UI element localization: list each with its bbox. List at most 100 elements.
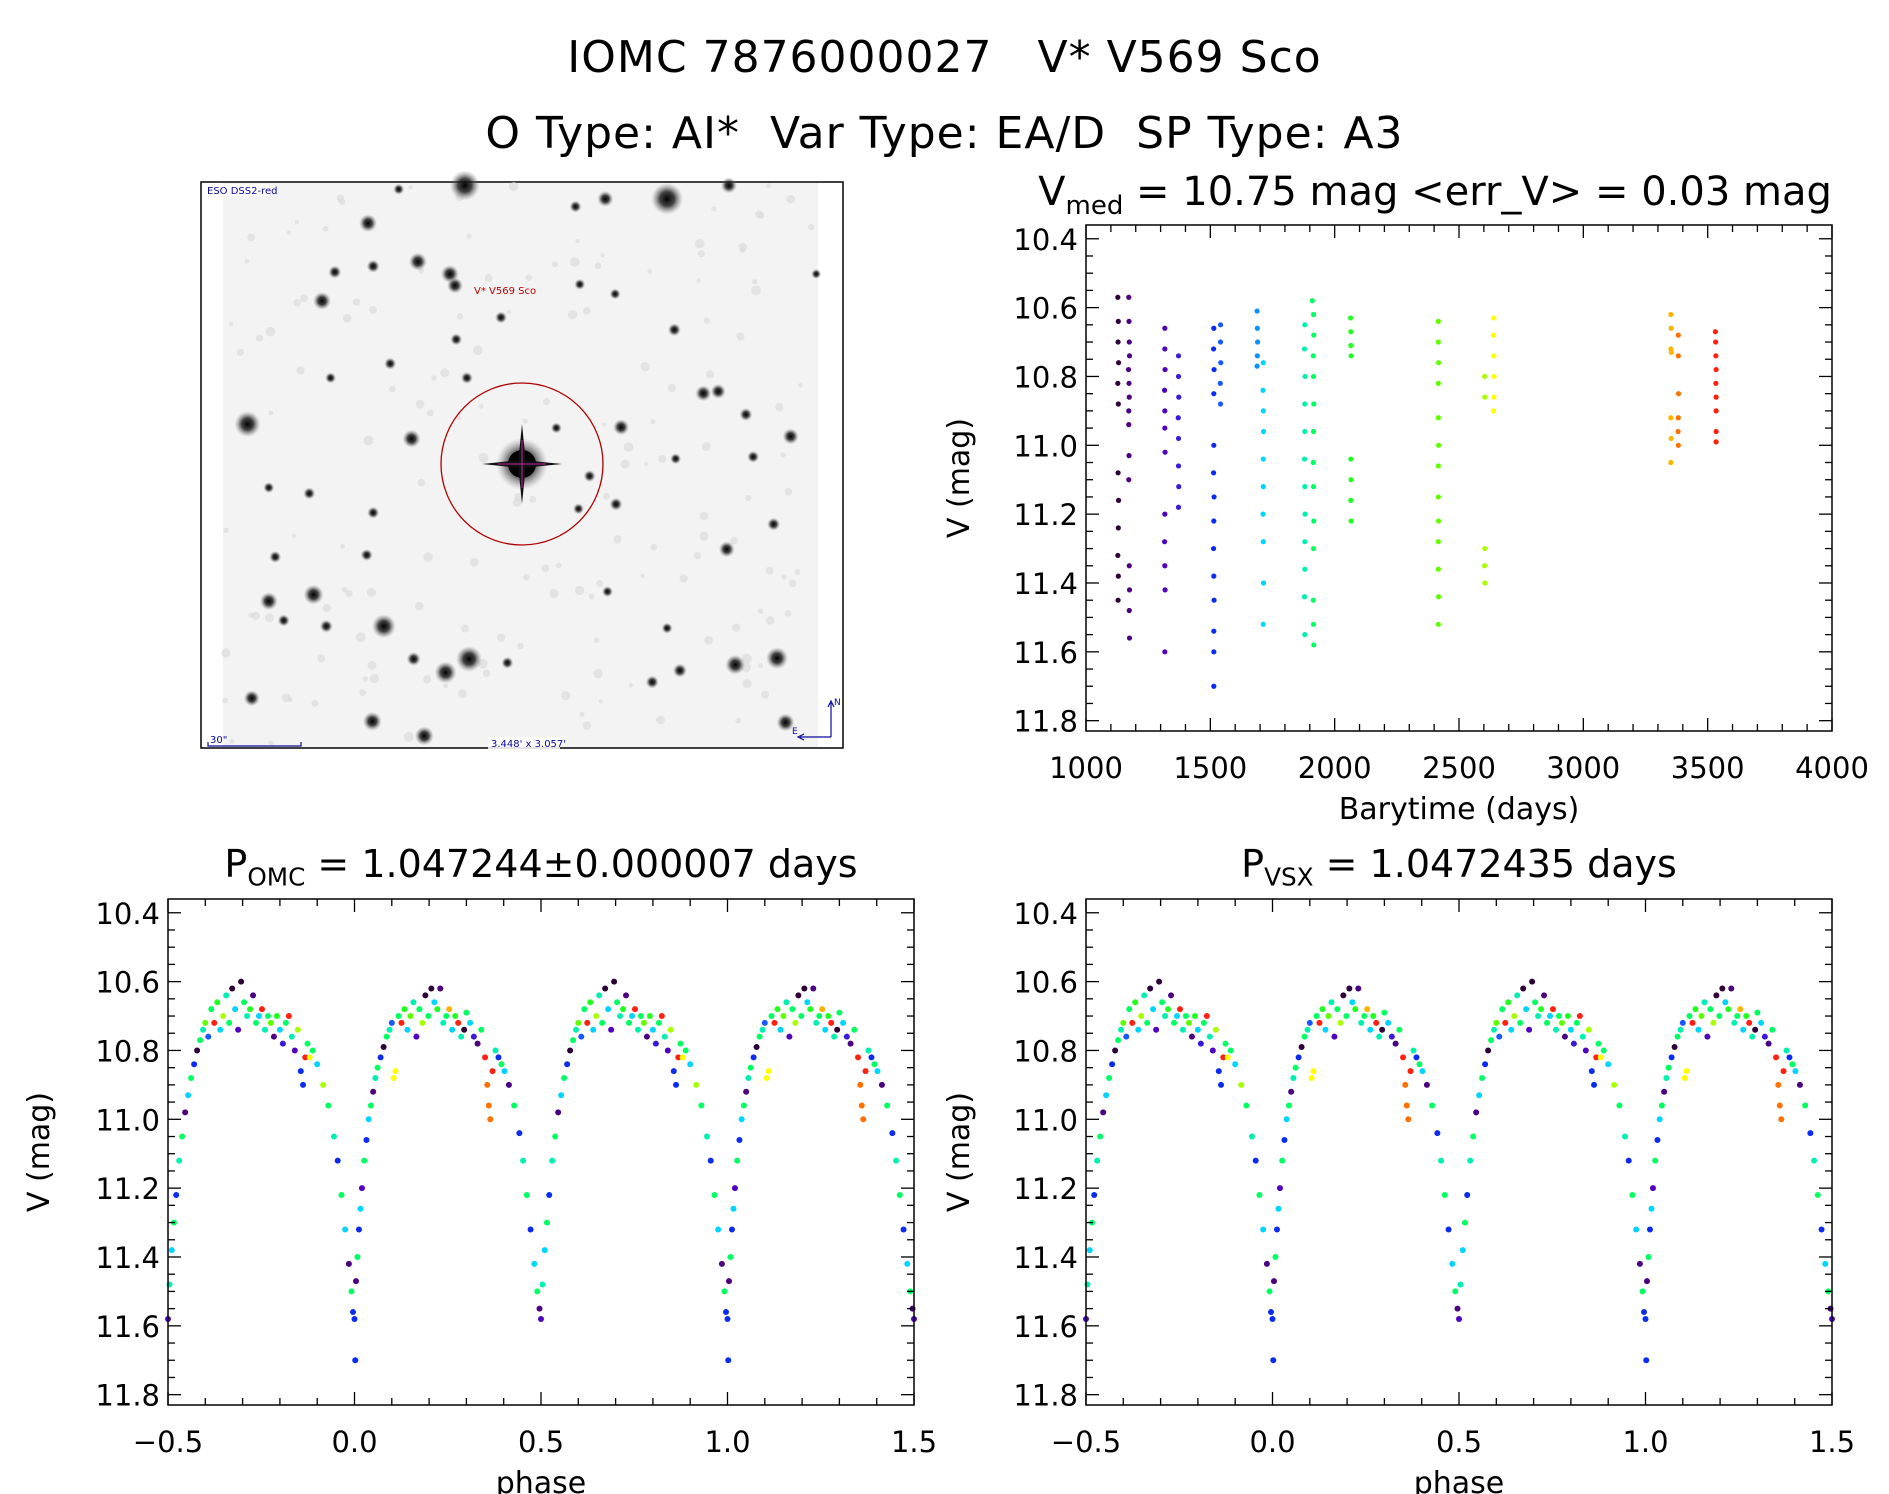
data-point (1438, 1157, 1445, 1164)
data-point (658, 1013, 665, 1020)
data-point (1367, 1026, 1374, 1033)
data-point (1668, 1054, 1675, 1061)
data-point (552, 1133, 559, 1140)
data-point (1405, 1116, 1412, 1123)
faint-star (730, 536, 739, 545)
data-point (1379, 1026, 1386, 1033)
data-points (1115, 294, 1719, 689)
data-point (1491, 1026, 1498, 1033)
title-value: = 10.75 mag <err_V> = 0.03 mag (1123, 169, 1832, 215)
data-point (1600, 1047, 1607, 1054)
data-point (1529, 978, 1536, 985)
phase-vsx-title: PVSX = 1.0472435 days (1059, 845, 1859, 889)
data-point (543, 1219, 550, 1226)
x-tick-label: 1.5 (1809, 1425, 1855, 1459)
crosshair-icon (498, 440, 546, 488)
data-point (724, 1315, 731, 1322)
data-point (1775, 1081, 1782, 1088)
faint-star (340, 543, 346, 549)
faint-star (594, 262, 602, 270)
data-point (1210, 346, 1217, 352)
data-point (884, 1102, 891, 1109)
star (645, 675, 659, 689)
data-point (250, 992, 257, 999)
data-point (675, 1054, 682, 1061)
data-point (1591, 1081, 1598, 1088)
data-point (1215, 1068, 1222, 1075)
faint-star (478, 452, 489, 463)
data-point (238, 978, 245, 985)
data-point (1288, 1088, 1295, 1095)
data-point (1340, 992, 1347, 999)
data-point (1126, 422, 1132, 428)
data-point (1645, 1253, 1652, 1260)
data-point (1256, 1192, 1263, 1199)
y-tick-label: 10.6 (95, 966, 160, 1000)
y-tick-label: 10.6 (1013, 292, 1078, 326)
y-axis-label: V (mag) (942, 418, 977, 538)
x-tick-label: 0.0 (1249, 1425, 1295, 1459)
data-point (711, 1192, 718, 1199)
y-tick-label: 11.2 (95, 1172, 160, 1206)
data-point (605, 1006, 612, 1013)
data-point (1290, 1074, 1297, 1081)
data-point (822, 1026, 829, 1033)
data-point (1206, 1033, 1213, 1040)
data-point (1161, 387, 1168, 393)
data-point (482, 1054, 489, 1061)
faint-star (703, 317, 711, 324)
data-point (1373, 1019, 1380, 1026)
data-point (1668, 459, 1674, 466)
data-point (1144, 1019, 1151, 1026)
data-point (1786, 1054, 1793, 1061)
data-point (1436, 518, 1442, 524)
data-point (1086, 1247, 1093, 1254)
data-point (1807, 1130, 1814, 1137)
east-label: E (792, 727, 798, 737)
title-subscript: VSX (1264, 862, 1314, 892)
data-point (1141, 992, 1148, 999)
faint-star (363, 435, 374, 446)
data-point (1162, 346, 1168, 352)
data-point (623, 992, 630, 999)
faint-star (736, 332, 745, 341)
data-point (1188, 1033, 1195, 1040)
faint-star (299, 294, 308, 303)
data-point (1211, 325, 1217, 331)
data-point (813, 1019, 820, 1026)
data-point (440, 1019, 447, 1026)
data-point (1302, 484, 1308, 490)
data-point (1526, 1026, 1533, 1033)
data-point (1641, 1309, 1648, 1316)
data-point (194, 1047, 201, 1054)
data-point (1473, 1109, 1480, 1116)
data-point (1162, 408, 1168, 414)
data-point (1310, 597, 1316, 603)
data-point (602, 985, 609, 992)
data-point (1311, 401, 1317, 407)
data-point (173, 1192, 180, 1199)
data-point (392, 1068, 399, 1075)
data-point (1713, 992, 1720, 999)
star (609, 288, 621, 300)
series-0 (1115, 294, 1122, 603)
faint-star (620, 459, 630, 469)
data-point (1243, 1102, 1250, 1109)
data-point (380, 1044, 387, 1051)
data-point (1125, 366, 1132, 373)
data-point (1698, 1013, 1705, 1020)
data-point (1302, 539, 1308, 545)
series-2 (1161, 325, 1168, 655)
star (277, 614, 290, 627)
data-point (1485, 1047, 1492, 1054)
faint-star (456, 313, 464, 320)
faint-star (549, 588, 559, 599)
data-point (383, 1033, 390, 1040)
data-point (1310, 545, 1317, 552)
data-point (179, 1133, 186, 1140)
title-star-id: IOMC 7876000027 V* V569 Sco (567, 32, 1322, 83)
data-point (1385, 1019, 1392, 1026)
data-point (1544, 1019, 1551, 1026)
data-point (1126, 635, 1133, 641)
data-point (1272, 1253, 1279, 1260)
